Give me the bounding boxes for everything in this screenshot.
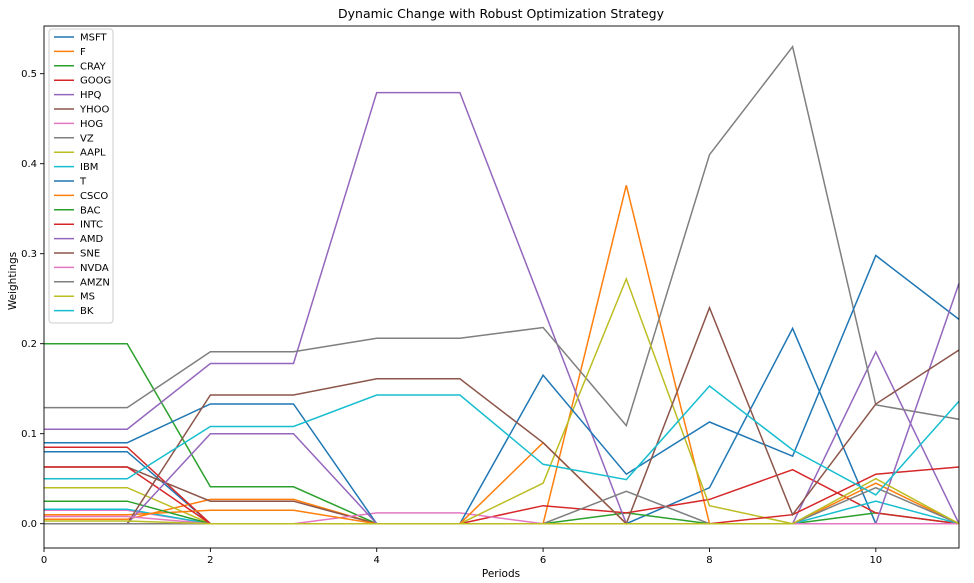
legend-label: VZ [80, 133, 94, 144]
x-tick-label: 10 [869, 555, 882, 566]
legend-label: SNE [80, 249, 100, 260]
legend-box [48, 28, 114, 324]
legend-label: HOG [80, 119, 103, 130]
legend-label: NVDA [80, 263, 109, 274]
legend-label: AAPL [80, 148, 106, 159]
y-axis-label: Weightings [7, 252, 19, 310]
x-tick-label: 8 [706, 555, 712, 566]
legend-label: AMZN [80, 277, 110, 288]
legend-label: CRAY [80, 61, 107, 72]
y-axis: 0.0 0.1 0.2 0.3 0.4 0.5 [21, 69, 44, 530]
legend-label: IBM [80, 162, 98, 173]
x-tick-label: 4 [374, 555, 380, 566]
series-line-t [44, 254, 960, 525]
x-tick-label: 2 [207, 555, 213, 566]
legend-label: HPQ [80, 90, 102, 101]
x-tick-label: 0 [41, 555, 47, 566]
legend-label: INTC [80, 220, 103, 231]
series-line-vz [44, 44, 960, 428]
x-axis-label: Periods [482, 568, 520, 580]
legend-label: GOOG [80, 76, 111, 87]
series-line-sne [44, 305, 960, 526]
series-line-msft [44, 326, 959, 525]
y-tick-label: 0.1 [21, 429, 37, 440]
y-tick-label: 0.5 [21, 69, 37, 80]
legend-label: MS [80, 292, 95, 303]
y-tick-label: 0.3 [21, 249, 37, 260]
series-line-bk [44, 384, 960, 496]
plot-frame [43, 25, 960, 549]
y-tick-label: 0.2 [21, 339, 37, 350]
legend-label: YHOO [79, 105, 109, 116]
legend-label: MSFT [80, 33, 108, 44]
legend-label: T [79, 177, 87, 188]
x-axis: 0 2 4 6 8 10 [41, 548, 882, 566]
y-tick-label: 0.0 [21, 519, 37, 530]
plot-lines [44, 44, 960, 526]
legend-label: F [80, 47, 86, 58]
series-line-hpq [44, 91, 960, 525]
series-line-aapl [44, 276, 959, 525]
series-line-ms [44, 477, 960, 525]
legend-label: BK [80, 306, 94, 317]
legend-label: CSCO [80, 191, 108, 202]
chart-title: Dynamic Change with Robust Optimization … [338, 6, 665, 21]
y-tick-label: 0.4 [21, 159, 37, 170]
legend: MSFT F CRAY GOOG HPQ YHOO HOG VZ AAPL IBM T CSCO BAC… [48, 28, 114, 324]
series-line-amd [44, 283, 960, 525]
legend-label: BAC [80, 205, 101, 216]
x-tick-label: 6 [540, 555, 546, 566]
legend-label: AMD [80, 234, 103, 245]
series-line-f [44, 185, 959, 525]
